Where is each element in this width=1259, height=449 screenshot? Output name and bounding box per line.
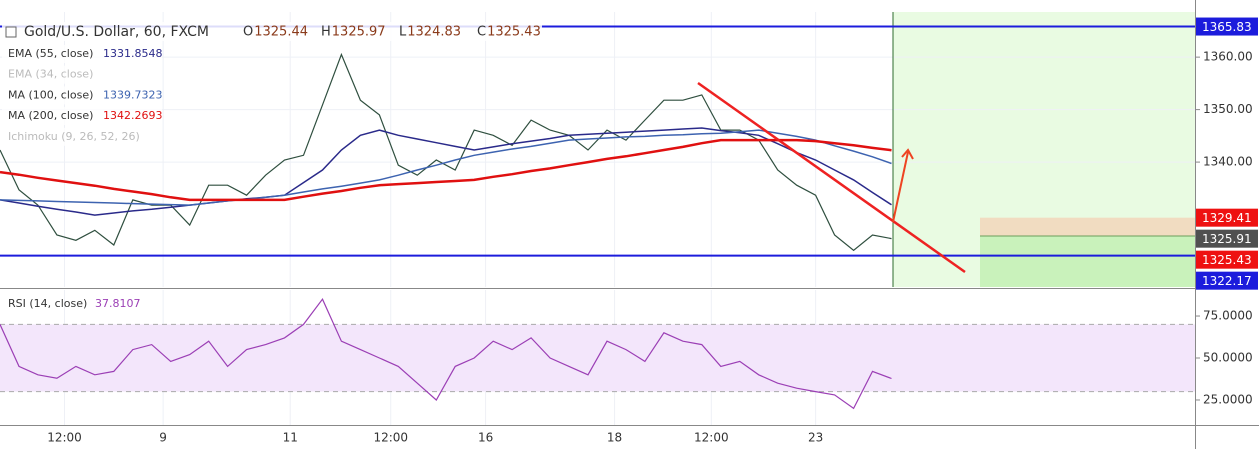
x-tick-label: 12:00 <box>373 431 408 445</box>
legend-bg <box>2 22 542 41</box>
y-tick-label: 1360.00 <box>1203 50 1253 64</box>
price-label-bg <box>1196 208 1258 227</box>
y-tick-label: 75.0000 <box>1203 309 1253 323</box>
series-line <box>0 129 892 206</box>
ohlc-key: O <box>243 25 253 40</box>
price-label: 1322.17 <box>1202 274 1252 288</box>
legend-bg <box>2 65 142 84</box>
x-tick-label: 11 <box>283 431 298 445</box>
x-tick-label: 23 <box>808 431 823 445</box>
ohlc-value: 1325.44 <box>254 25 308 40</box>
price-label: 1365.83 <box>1202 20 1252 34</box>
ohlc-value: 1324.83 <box>407 25 461 40</box>
legend-entry: MA (100, close) <box>8 88 93 101</box>
series-line <box>0 298 892 410</box>
legend-entry: Ichimoku (9, 26, 52, 26) <box>8 130 140 143</box>
legend-entry: EMA (55, close) <box>8 47 93 60</box>
arrow-head <box>901 148 914 160</box>
price-label: 1329.41 <box>1202 211 1252 225</box>
ohlc-key: C <box>477 25 486 40</box>
legend-bg <box>2 107 162 126</box>
legend-entry: MA (200, close) <box>8 109 93 122</box>
legend-value: 1331.8548 <box>103 47 163 60</box>
series-line <box>0 138 892 202</box>
legend-bg <box>2 127 142 146</box>
x-tick-label: 16 <box>478 431 493 445</box>
price-label-bg <box>1196 250 1258 269</box>
price-label-bg <box>1196 229 1258 248</box>
legend-value: 37.8107 <box>95 297 141 310</box>
price-label-bg <box>1196 17 1258 36</box>
legend-value: 1342.2693 <box>103 109 163 122</box>
legend-value: 1339.7323 <box>103 88 163 101</box>
price-label: 1325.43 <box>1202 253 1252 267</box>
x-tick-label: 18 <box>607 431 622 445</box>
y-tick-label: 25.0000 <box>1203 392 1253 406</box>
legend-title: Gold/U.S. Dollar, 60, FXCM <box>24 24 209 40</box>
y-tick-label: 1340.00 <box>1203 155 1253 169</box>
trend-line <box>697 81 966 274</box>
x-tick-label: 9 <box>159 431 167 445</box>
ohlc-key: L <box>399 25 407 40</box>
x-tick-label: 12:00 <box>47 431 82 445</box>
arrow <box>892 151 909 223</box>
stop-zone <box>980 217 1195 237</box>
legend-icon <box>5 26 17 38</box>
target-zone <box>980 236 1195 287</box>
x-tick-label: 12:00 <box>694 431 729 445</box>
ohlc-value: 1325.43 <box>487 25 541 40</box>
price-label-bg <box>1196 271 1258 290</box>
y-tick-label: 50.0000 <box>1203 351 1253 365</box>
ohlc-key: H <box>321 25 331 40</box>
legend-bg <box>2 86 162 105</box>
y-tick-label: 1350.00 <box>1203 102 1253 116</box>
ohlc-value: 1325.97 <box>332 25 386 40</box>
price-label: 1325.91 <box>1202 232 1252 246</box>
series-line <box>0 127 892 216</box>
legend-entry: EMA (34, close) <box>8 68 93 81</box>
legend-entry: RSI (14, close) <box>8 297 87 310</box>
legend-bg <box>2 45 162 63</box>
